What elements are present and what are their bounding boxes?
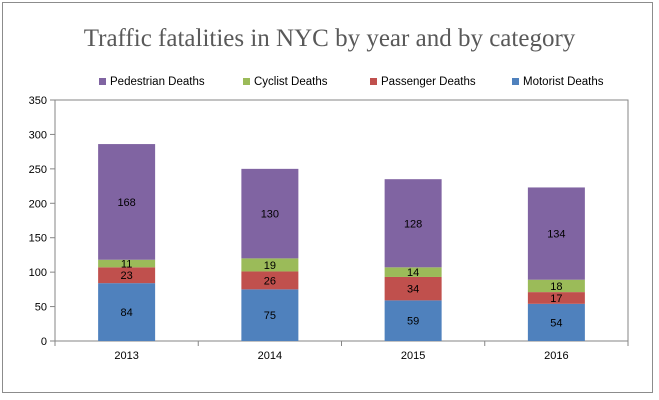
legend-swatch-motorist-deaths bbox=[512, 78, 519, 85]
bar-passenger-deaths-2013 bbox=[98, 267, 156, 284]
data-label-motorist-deaths-2016: 54 bbox=[550, 317, 562, 329]
legend-swatch-cyclist-deaths bbox=[243, 78, 250, 85]
data-label-passenger-deaths-2013: 23 bbox=[121, 270, 133, 282]
data-label-cyclist-deaths-2016: 18 bbox=[550, 281, 562, 293]
data-label-cyclist-deaths-2013: 11 bbox=[121, 259, 132, 271]
bar-cyclist-deaths-2014 bbox=[241, 258, 299, 272]
data-label-pedestrian-deaths-2015: 128 bbox=[404, 218, 422, 230]
y-tick-label: 50 bbox=[35, 302, 47, 314]
chart-title: Traffic fatalities in NYC by year and by… bbox=[83, 25, 576, 52]
data-label-passenger-deaths-2014: 26 bbox=[264, 275, 276, 287]
data-label-motorist-deaths-2013: 84 bbox=[121, 307, 133, 319]
bar-motorist-deaths-2015 bbox=[384, 300, 442, 341]
y-tick-label: 350 bbox=[29, 95, 47, 107]
data-label-passenger-deaths-2015: 34 bbox=[407, 284, 419, 296]
legend-label-pedestrian-deaths: Pedestrian Deaths bbox=[110, 76, 205, 88]
bar-pedestrian-deaths-2016 bbox=[527, 187, 585, 280]
x-tick-label-2014: 2014 bbox=[258, 350, 282, 362]
bar-pedestrian-deaths-2013 bbox=[98, 144, 156, 260]
x-tick-label-2015: 2015 bbox=[401, 350, 425, 362]
legend-label-motorist-deaths: Motorist Deaths bbox=[523, 76, 604, 88]
bar-passenger-deaths-2016 bbox=[527, 292, 585, 304]
bar-cyclist-deaths-2013 bbox=[98, 259, 156, 268]
bar-cyclist-deaths-2016 bbox=[527, 279, 585, 293]
bar-cyclist-deaths-2015 bbox=[384, 267, 442, 277]
y-tick-label: 100 bbox=[29, 267, 47, 279]
bar-passenger-deaths-2015 bbox=[384, 276, 442, 301]
legend-label-passenger-deaths: Passenger Deaths bbox=[381, 76, 476, 88]
y-tick-label: 200 bbox=[29, 198, 47, 210]
data-label-cyclist-deaths-2014: 19 bbox=[264, 260, 276, 272]
x-tick-label-2013: 2013 bbox=[114, 350, 138, 362]
data-label-motorist-deaths-2014: 75 bbox=[264, 310, 276, 322]
bar-pedestrian-deaths-2015 bbox=[384, 179, 442, 268]
x-tick-label-2016: 2016 bbox=[544, 350, 568, 362]
bar-pedestrian-deaths-2014 bbox=[241, 168, 299, 259]
y-tick-label: 150 bbox=[29, 233, 47, 245]
bar-motorist-deaths-2016 bbox=[527, 303, 585, 341]
y-tick-label: 250 bbox=[29, 164, 47, 176]
bar-motorist-deaths-2013 bbox=[98, 283, 156, 341]
data-label-passenger-deaths-2016: 17 bbox=[550, 293, 562, 305]
data-label-cyclist-deaths-2015: 14 bbox=[407, 267, 419, 279]
legend: Pedestrian Deaths Cyclist Deaths Passenger… bbox=[99, 76, 604, 88]
y-tick-label: 300 bbox=[29, 129, 47, 141]
legend-swatch-pedestrian-deaths bbox=[99, 78, 106, 85]
bar-passenger-deaths-2014 bbox=[241, 271, 299, 290]
data-label-pedestrian-deaths-2013: 168 bbox=[117, 197, 135, 209]
data-label-pedestrian-deaths-2014: 130 bbox=[261, 209, 279, 221]
data-label-pedestrian-deaths-2016: 134 bbox=[547, 229, 565, 241]
bar-motorist-deaths-2014 bbox=[241, 289, 299, 341]
data-label-motorist-deaths-2015: 59 bbox=[407, 316, 419, 328]
legend-swatch-passenger-deaths bbox=[370, 78, 377, 85]
y-tick-label: 0 bbox=[41, 336, 47, 348]
x-axis: 2013 2014 2015 2016 bbox=[54, 341, 629, 362]
legend-label-cyclist-deaths: Cyclist Deaths bbox=[254, 76, 328, 88]
